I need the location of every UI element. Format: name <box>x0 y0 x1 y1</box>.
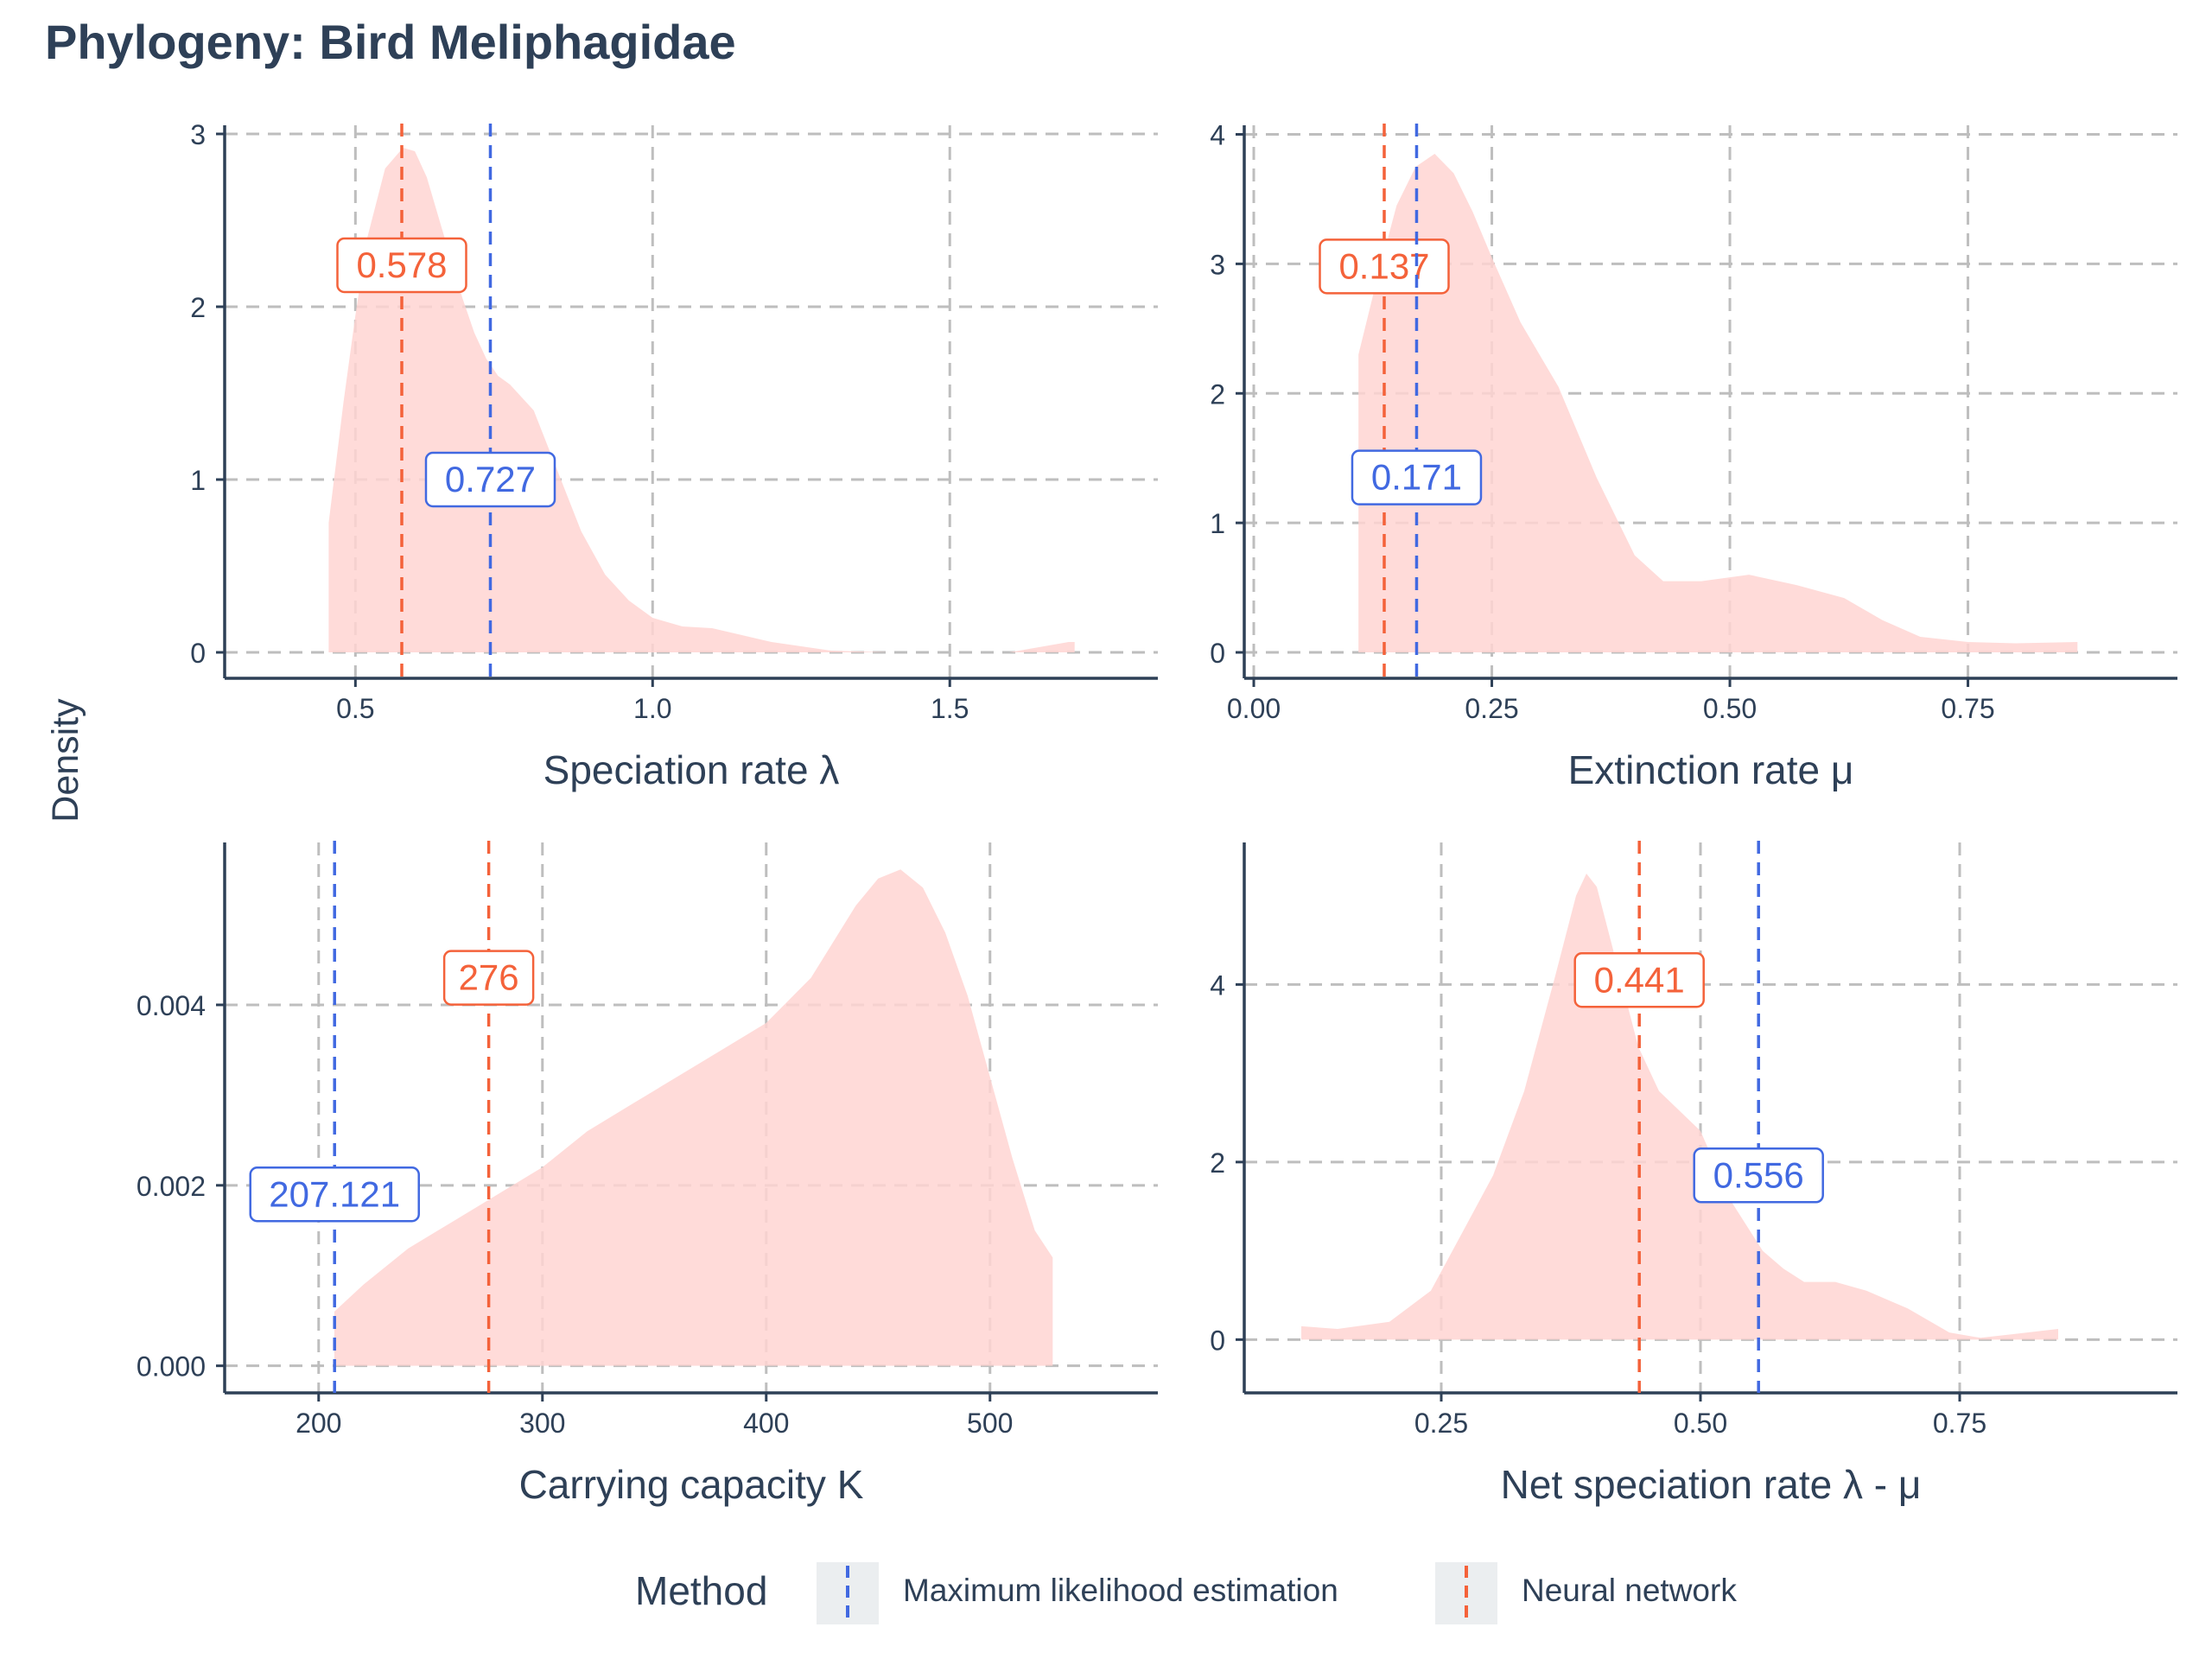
extinction-mle-label-box <box>1351 449 1483 505</box>
carrying-capacity-x-tick-label-0: 200 <box>296 1408 341 1439</box>
net-speciation-mle-label-box <box>1693 1147 1824 1204</box>
speciation-y-tick-label-1: 1 <box>190 465 206 496</box>
carrying-capacity-y-tick-label-0: 0.000 <box>137 1351 206 1382</box>
extinction-x-axis-title: Extinction rate μ <box>1568 747 1854 792</box>
carrying-capacity-y-tick-label-1: 0.002 <box>137 1171 206 1202</box>
speciation-y-tick-label-2: 2 <box>190 292 206 323</box>
carrying-capacity-mle-label-box <box>249 1166 420 1223</box>
panel-extinction: 0.00 0.25 0.50 0.75 0 1 2 3 4 Extinction rate μ 0.… <box>1210 119 2177 792</box>
speciation-x-axis-title: Speciation rate λ <box>543 747 840 792</box>
panel-carrying-capacity: 200 300 400 500 0.000 0.002 0.004 Carrying capa… <box>137 841 1158 1507</box>
legend-label-nn: Neural network <box>1522 1573 1737 1608</box>
carrying-capacity-y-tick-label-2: 0.004 <box>137 990 206 1021</box>
net-speciation-density-area <box>1301 874 2058 1340</box>
speciation-y-tick-label-3: 3 <box>190 119 206 150</box>
extinction-mle-label: 0.171 <box>1371 457 1462 498</box>
speciation-x-tick-label-0: 0.5 <box>336 693 374 724</box>
legend-label-mle: Maximum likelihood estimation <box>903 1573 1338 1608</box>
carrying-capacity-x-tick-label-1: 300 <box>519 1408 565 1439</box>
extinction-x-tick-label-2: 0.50 <box>1703 693 1757 724</box>
speciation-nn-label: 0.578 <box>356 245 447 285</box>
extinction-x-tick-label-3: 0.75 <box>1941 693 1994 724</box>
net-speciation-nn-label-box <box>1573 952 1705 1008</box>
panels-group: 0.5 1.0 1.5 0 1 2 3 Speciation rate λ 0.578 0.727… <box>137 119 2177 1507</box>
net-speciation-x-axis-title: Net speciation rate λ - μ <box>1501 1462 1922 1507</box>
extinction-x-tick-label-1: 0.25 <box>1465 693 1518 724</box>
carrying-capacity-x-tick-label-3: 500 <box>967 1408 1013 1439</box>
speciation-x-tick-label-2: 1.5 <box>931 693 969 724</box>
legend-title: Method <box>635 1568 767 1613</box>
extinction-x-tick-label-0: 0.00 <box>1227 693 1281 724</box>
speciation-x-tick-label-1: 1.0 <box>633 693 671 724</box>
panel-net-speciation: 0.25 0.50 0.75 0 2 4 Net speciation rate λ - μ… <box>1210 841 2177 1507</box>
legend: Method Maximum likelihood estimation Neu… <box>635 1562 1737 1624</box>
speciation-y-tick-label-0: 0 <box>190 638 206 669</box>
speciation-mle-label-box <box>424 451 556 508</box>
net-speciation-y-tick-label-0: 0 <box>1210 1325 1225 1356</box>
speciation-nn-label-box <box>336 237 467 294</box>
extinction-y-tick-label-0: 0 <box>1210 638 1225 669</box>
carrying-capacity-nn-label-box <box>442 950 535 1006</box>
net-speciation-x-tick-label-0: 0.25 <box>1414 1408 1468 1439</box>
y-axis-label: Density <box>45 698 86 823</box>
net-speciation-nn-label: 0.441 <box>1594 959 1685 1000</box>
extinction-density-area <box>1358 154 2078 653</box>
extinction-y-tick-label-2: 2 <box>1210 378 1225 410</box>
carrying-capacity-density-area <box>334 869 1053 1366</box>
net-speciation-y-tick-label-1: 2 <box>1210 1147 1225 1179</box>
panel-speciation: 0.5 1.0 1.5 0 1 2 3 Speciation rate λ 0.578 0.727 <box>190 119 1158 792</box>
speciation-mle-label: 0.727 <box>445 459 536 499</box>
extinction-nn-label: 0.137 <box>1338 245 1429 286</box>
chart-title: Phylogeny: Bird Meliphagidae <box>45 15 736 69</box>
carrying-capacity-x-tick-label-2: 400 <box>743 1408 789 1439</box>
carrying-capacity-mle-label: 207.121 <box>269 1173 400 1214</box>
carrying-capacity-nn-label: 276 <box>459 957 519 998</box>
net-speciation-y-tick-label-2: 4 <box>1210 969 1225 1001</box>
speciation-density-area <box>328 148 1075 652</box>
net-speciation-x-tick-label-1: 0.50 <box>1674 1408 1727 1439</box>
carrying-capacity-x-axis-title: Carrying capacity K <box>519 1462 864 1507</box>
net-speciation-mle-label: 0.556 <box>1713 1154 1804 1195</box>
extinction-y-tick-label-1: 1 <box>1210 508 1225 539</box>
net-speciation-x-tick-label-2: 0.75 <box>1933 1408 1986 1439</box>
extinction-y-tick-label-3: 3 <box>1210 249 1225 280</box>
extinction-y-tick-label-4: 4 <box>1210 119 1225 150</box>
